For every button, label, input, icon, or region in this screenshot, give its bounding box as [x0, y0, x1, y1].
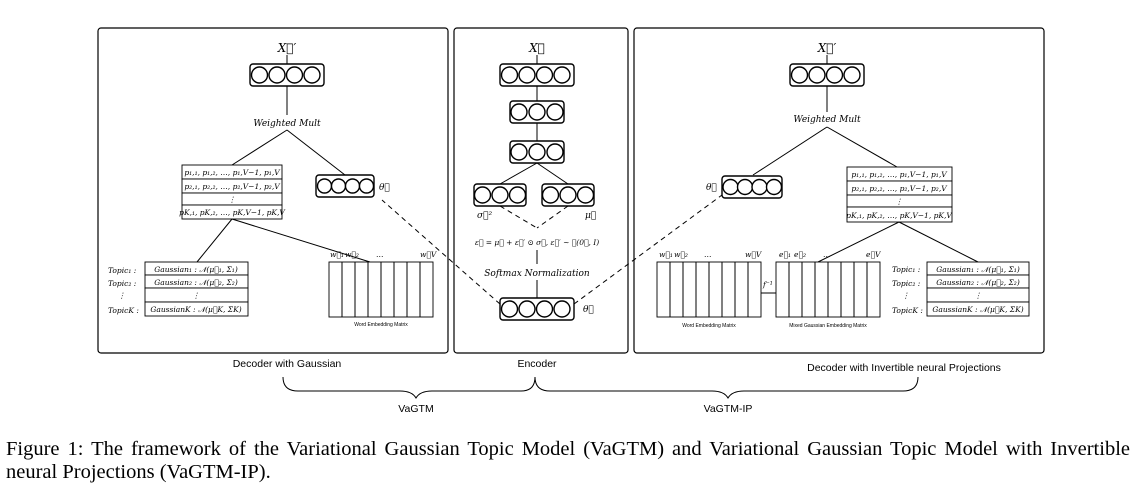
prob-row-dots: ⋮ — [228, 195, 236, 204]
left-edge-theta — [286, 129, 346, 176]
encoder-input-layer — [499, 63, 575, 87]
left-word-embedding-label: Word Embedding Matrix — [354, 322, 408, 328]
right-edge-matrix — [826, 126, 898, 168]
vagtm-ip-brace — [534, 376, 919, 400]
left-w-ellipsis: … — [376, 250, 384, 259]
right-gaussian-k: GaussianK : 𝒩(μ⃗K, ΣK) — [932, 305, 1023, 314]
right-word-embedding: w⃗₁ w⃗₂ … w⃗V Word Embedding Matrix — [656, 250, 763, 329]
softmax-label: Softmax Normalization — [484, 269, 590, 279]
right-output-layer — [789, 63, 865, 87]
gaussian-2: Gaussian₂ : 𝒩(μ⃗₂, Σ₂) — [154, 278, 238, 287]
framework-diagram: X⃗′ Weighted Mult p₁,₁, p₁,₂, …, p₁,V−1,… — [97, 27, 1045, 415]
left-panel-title: Decoder with Gaussian — [233, 358, 342, 370]
sigma-label: σ⃗² — [477, 211, 493, 221]
figure-caption: Figure 1: The framework of the Variation… — [6, 438, 1130, 483]
right-edge-mixed — [817, 221, 900, 263]
right-topic-label-dots: ⋮ — [902, 291, 910, 300]
left-edge-topics — [196, 218, 233, 263]
right-gaussian-1: Gaussian₁ : 𝒩(μ⃗₁, Σ₁) — [936, 265, 1020, 274]
right-panel-title: Decoder with Invertible neural Projectio… — [807, 362, 1001, 374]
mu-dashed-edge — [536, 205, 569, 229]
right-wv: w⃗V — [745, 250, 763, 259]
mu-layer — [541, 183, 595, 207]
vagtm-brace — [282, 376, 536, 400]
encoder-panel — [453, 27, 629, 354]
left-word-embedding: w⃗₁ w⃗₂ … w⃗V Word Embedding Matrix — [328, 250, 438, 328]
vagtm-label: VaGTM — [398, 403, 433, 415]
left-w1: w⃗₁ — [330, 250, 344, 259]
mixed-ellipsis: … — [823, 250, 831, 259]
prob-row-2: p₂,₁, p₂,₂, …, p₂,V−1, p₂,V — [184, 182, 281, 191]
encoder-edge-sigma — [499, 162, 538, 185]
mixed-gaussian-embedding: e⃗₁ e⃗₂ … e⃗V Mixed Gaussian Embedding M… — [775, 250, 882, 329]
mixed-embedding-label: Mixed Gaussian Embedding Matrix — [789, 323, 867, 329]
theta-link-right — [573, 194, 723, 305]
encoder-edge-mu — [536, 162, 569, 185]
left-output-label: X⃗′ — [277, 41, 297, 55]
encoder-hidden-layer-1 — [509, 100, 565, 124]
right-prob-row-dots: ⋮ — [895, 197, 903, 206]
right-theta-layer — [721, 175, 783, 199]
right-theta-label: θ⃗ — [706, 183, 717, 193]
right-word-embedding-label: Word Embedding Matrix — [682, 323, 736, 329]
mu-label: μ⃗ — [585, 211, 596, 221]
prob-row-1: p₁,₁, p₁,₂, …, p₁,V−1, p₁,V — [184, 168, 281, 177]
left-topic-table: Topic₁ : Topic₂ : ⋮ TopicK : Gaussian₁ :… — [108, 261, 249, 317]
left-theta-layer — [315, 174, 375, 198]
right-w1: w⃗₁ — [659, 250, 673, 259]
mixed-e2: e⃗₂ — [794, 250, 806, 259]
right-edge-theta — [752, 126, 828, 176]
encoder-theta-label: θ⃗ — [583, 305, 594, 315]
right-prob-row-k: pK,₁, pK,₂, …, pK,V−1, pK,V — [846, 211, 953, 220]
gaussian-k: GaussianK : 𝒩(μ⃗K, ΣK) — [150, 305, 241, 314]
left-edge-embedding — [231, 218, 371, 263]
encoder-hidden-layer-2 — [509, 140, 565, 164]
right-topic-label-2: Topic₂ : — [892, 279, 921, 288]
right-topic-label-1: Topic₁ : — [892, 265, 921, 274]
right-w2: w⃗₂ — [674, 250, 688, 259]
left-w2: w⃗₂ — [345, 250, 359, 259]
mixed-ev: e⃗V — [866, 250, 882, 259]
topic-label-2: Topic₂ : — [108, 279, 137, 288]
left-theta-label: θ⃗ — [379, 183, 390, 193]
right-gaussian-2: Gaussian₂ : 𝒩(μ⃗₂, Σ₂) — [936, 278, 1020, 287]
right-w-ellipsis: … — [704, 250, 712, 259]
topic-label-1: Topic₁ : — [108, 266, 137, 275]
right-prob-row-1: p₁,₁, p₁,₂, …, p₁,V−1, p₁,V — [851, 170, 948, 179]
topic-label-k: TopicK : — [108, 306, 139, 315]
right-weighted-mult: Weighted Mult — [793, 115, 861, 125]
left-weighted-mult: Weighted Mult — [253, 119, 321, 129]
right-probability-matrix: p₁,₁, p₁,₂, …, p₁,V−1, p₁,V p₂,₁, p₂,₂, … — [846, 166, 953, 223]
sigma-dashed-edge — [499, 205, 538, 229]
encoder-theta-layer — [499, 297, 575, 321]
mixed-e1: e⃗₁ — [779, 250, 791, 259]
left-wv: w⃗V — [420, 250, 438, 259]
left-probability-matrix: p₁,₁, p₁,₂, …, p₁,V−1, p₁,V p₂,₁, p₂,₂, … — [179, 164, 286, 220]
left-output-layer — [249, 63, 325, 87]
right-gaussian-dots: ⋮ — [974, 291, 982, 300]
encoder-input-label: X⃗ — [528, 41, 545, 55]
gaussian-dots: ⋮ — [192, 291, 200, 300]
f-inverse-label: f⁻¹ — [762, 280, 773, 289]
right-topic-label-k: TopicK : — [892, 306, 923, 315]
prob-row-k: pK,₁, pK,₂, …, pK,V−1, pK,V — [179, 208, 286, 217]
middle-panel-title: Encoder — [517, 358, 557, 370]
right-edge-topics — [898, 221, 979, 263]
right-topic-table: Topic₁ : Topic₂ : ⋮ TopicK : Gaussian₁ :… — [892, 261, 1030, 317]
left-edge-matrix — [231, 129, 288, 166]
reparameterization: ε⃗ = μ⃗ + ε⃗′ ⊙ σ⃗, ε⃗′ ~ 𝒩(0⃗, I) — [475, 238, 599, 247]
gaussian-1: Gaussian₁ : 𝒩(μ⃗₁, Σ₁) — [154, 265, 238, 274]
right-prob-row-2: p₂,₁, p₂,₂, …, p₂,V−1, p₂,V — [851, 184, 948, 193]
vagtm-ip-label: VaGTM-IP — [704, 403, 753, 415]
sigma-layer — [473, 183, 527, 207]
topic-label-dots: ⋮ — [118, 291, 126, 300]
right-output-label: X⃗′ — [817, 41, 837, 55]
